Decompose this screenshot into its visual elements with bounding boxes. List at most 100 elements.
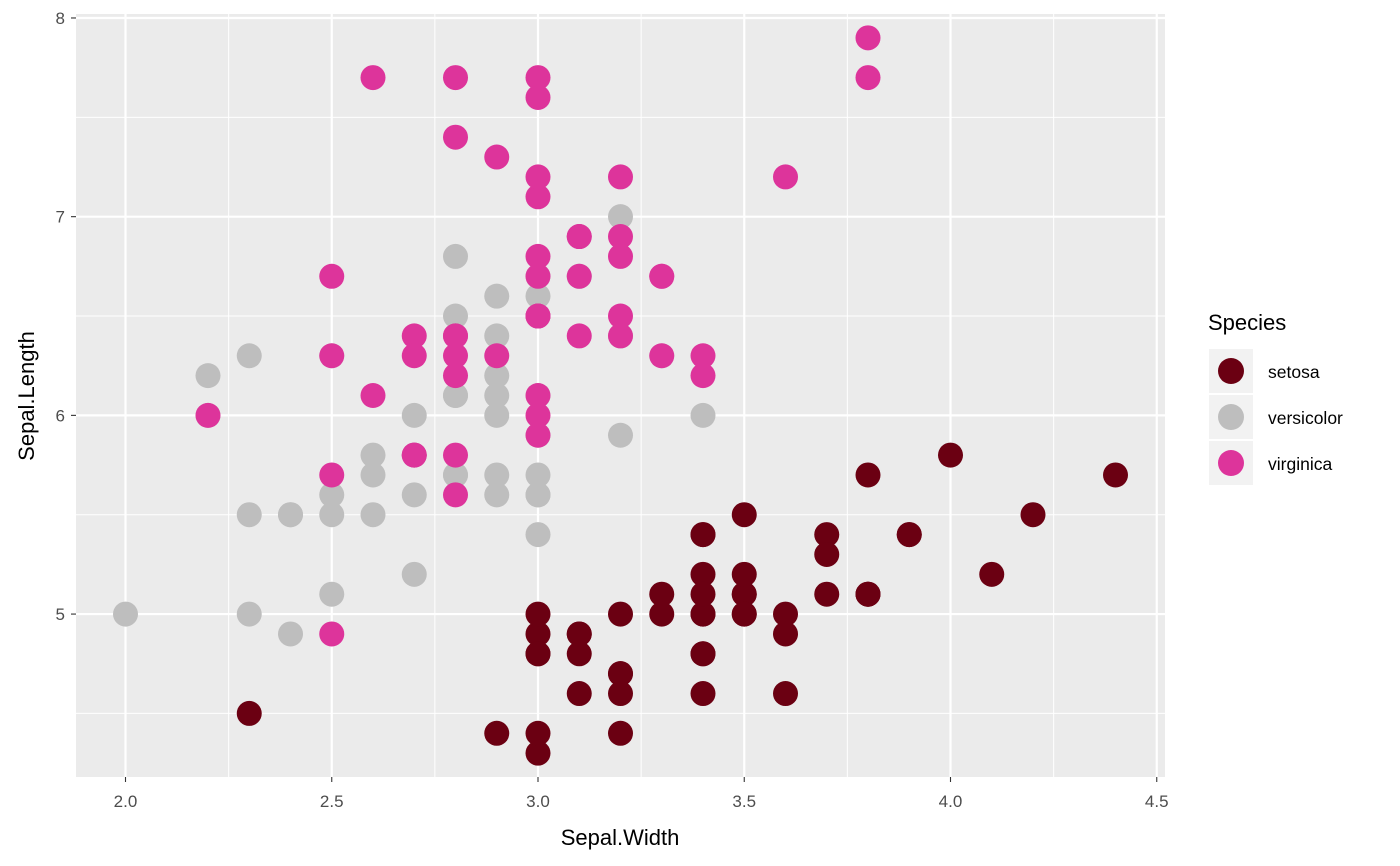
point-versicolor xyxy=(360,462,386,488)
point-versicolor xyxy=(525,482,551,508)
point-setosa xyxy=(566,621,592,647)
point-setosa xyxy=(525,621,551,647)
point-setosa xyxy=(525,720,551,746)
point-virginica xyxy=(443,65,468,91)
point-virginica xyxy=(525,383,551,408)
point-versicolor xyxy=(113,601,138,627)
point-versicolor xyxy=(278,621,303,647)
y-tick-label: 6 xyxy=(56,406,65,425)
point-setosa xyxy=(525,601,551,627)
x-tick-label: 2.5 xyxy=(320,792,344,811)
point-setosa xyxy=(608,661,633,687)
point-setosa xyxy=(814,541,840,567)
point-setosa xyxy=(608,681,633,707)
point-versicolor xyxy=(443,462,468,488)
legend-label-versicolor: versicolor xyxy=(1268,408,1343,428)
point-setosa xyxy=(731,601,757,627)
point-versicolor xyxy=(319,482,345,508)
point-virginica xyxy=(319,263,345,289)
legend-key-virginica xyxy=(1218,450,1244,476)
y-tick-label: 7 xyxy=(56,208,65,227)
point-setosa xyxy=(731,561,757,587)
point-virginica xyxy=(360,65,386,91)
point-versicolor xyxy=(278,502,303,528)
point-virginica xyxy=(484,144,510,170)
point-setosa xyxy=(608,720,633,746)
point-setosa xyxy=(484,720,510,746)
point-setosa xyxy=(855,581,881,607)
point-virginica xyxy=(525,65,551,91)
point-versicolor xyxy=(484,482,510,508)
point-setosa xyxy=(690,561,716,587)
point-versicolor xyxy=(236,601,262,627)
point-versicolor xyxy=(608,204,633,230)
point-versicolor xyxy=(443,243,468,269)
point-versicolor xyxy=(525,522,551,548)
point-versicolor xyxy=(401,561,427,587)
point-virginica xyxy=(401,442,427,468)
point-versicolor xyxy=(484,363,510,389)
legend-label-setosa: setosa xyxy=(1268,362,1320,382)
point-versicolor xyxy=(443,303,468,329)
point-setosa xyxy=(236,700,262,726)
point-virginica xyxy=(525,243,551,269)
point-setosa xyxy=(690,581,716,607)
point-virginica xyxy=(360,383,386,408)
point-versicolor xyxy=(443,383,468,408)
point-virginica xyxy=(855,65,881,91)
point-virginica xyxy=(855,25,881,51)
point-setosa xyxy=(525,740,551,766)
point-virginica xyxy=(525,84,551,110)
point-virginica xyxy=(649,343,675,369)
point-virginica xyxy=(608,164,633,190)
point-virginica xyxy=(608,303,633,329)
point-virginica xyxy=(525,303,551,329)
point-versicolor xyxy=(608,422,633,448)
point-setosa xyxy=(731,502,757,528)
point-virginica xyxy=(525,422,551,448)
point-versicolor xyxy=(484,323,510,349)
point-versicolor xyxy=(236,502,262,528)
point-versicolor xyxy=(484,402,510,428)
point-virginica xyxy=(690,343,716,369)
point-virginica xyxy=(443,343,468,369)
point-virginica xyxy=(484,343,510,369)
point-virginica xyxy=(319,343,345,369)
point-versicolor xyxy=(525,283,551,309)
point-virginica xyxy=(443,323,468,349)
point-virginica xyxy=(566,224,592,250)
point-virginica xyxy=(525,263,551,289)
point-setosa xyxy=(814,581,840,607)
point-setosa xyxy=(773,681,798,707)
point-setosa xyxy=(731,581,757,607)
point-virginica xyxy=(566,323,592,349)
point-setosa xyxy=(896,522,922,548)
point-virginica xyxy=(525,164,551,190)
point-versicolor xyxy=(195,363,221,389)
point-virginica xyxy=(443,124,468,150)
point-virginica xyxy=(401,323,427,349)
plot-panel xyxy=(76,14,1165,777)
data-points xyxy=(113,25,1128,766)
point-versicolor xyxy=(401,482,427,508)
point-setosa xyxy=(649,601,675,627)
point-versicolor xyxy=(360,442,386,468)
point-versicolor xyxy=(236,343,262,369)
point-setosa xyxy=(690,681,716,707)
point-virginica xyxy=(525,184,551,210)
x-axis: 2.0 2.5 3.0 3.5 4.0 4.5 xyxy=(114,777,1169,811)
x-tick-label: 3.0 xyxy=(526,792,550,811)
point-setosa xyxy=(690,601,716,627)
legend-title: Species xyxy=(1208,310,1286,335)
x-tick-label: 3.5 xyxy=(732,792,756,811)
point-virginica xyxy=(443,482,468,508)
point-setosa xyxy=(1103,462,1128,488)
x-tick-label: 2.0 xyxy=(114,792,138,811)
point-setosa xyxy=(525,641,551,667)
y-axis-title: Sepal.Length xyxy=(14,331,39,461)
legend-key-setosa xyxy=(1218,358,1244,384)
point-setosa xyxy=(608,601,633,627)
point-virginica xyxy=(401,343,427,369)
point-versicolor xyxy=(484,283,510,309)
